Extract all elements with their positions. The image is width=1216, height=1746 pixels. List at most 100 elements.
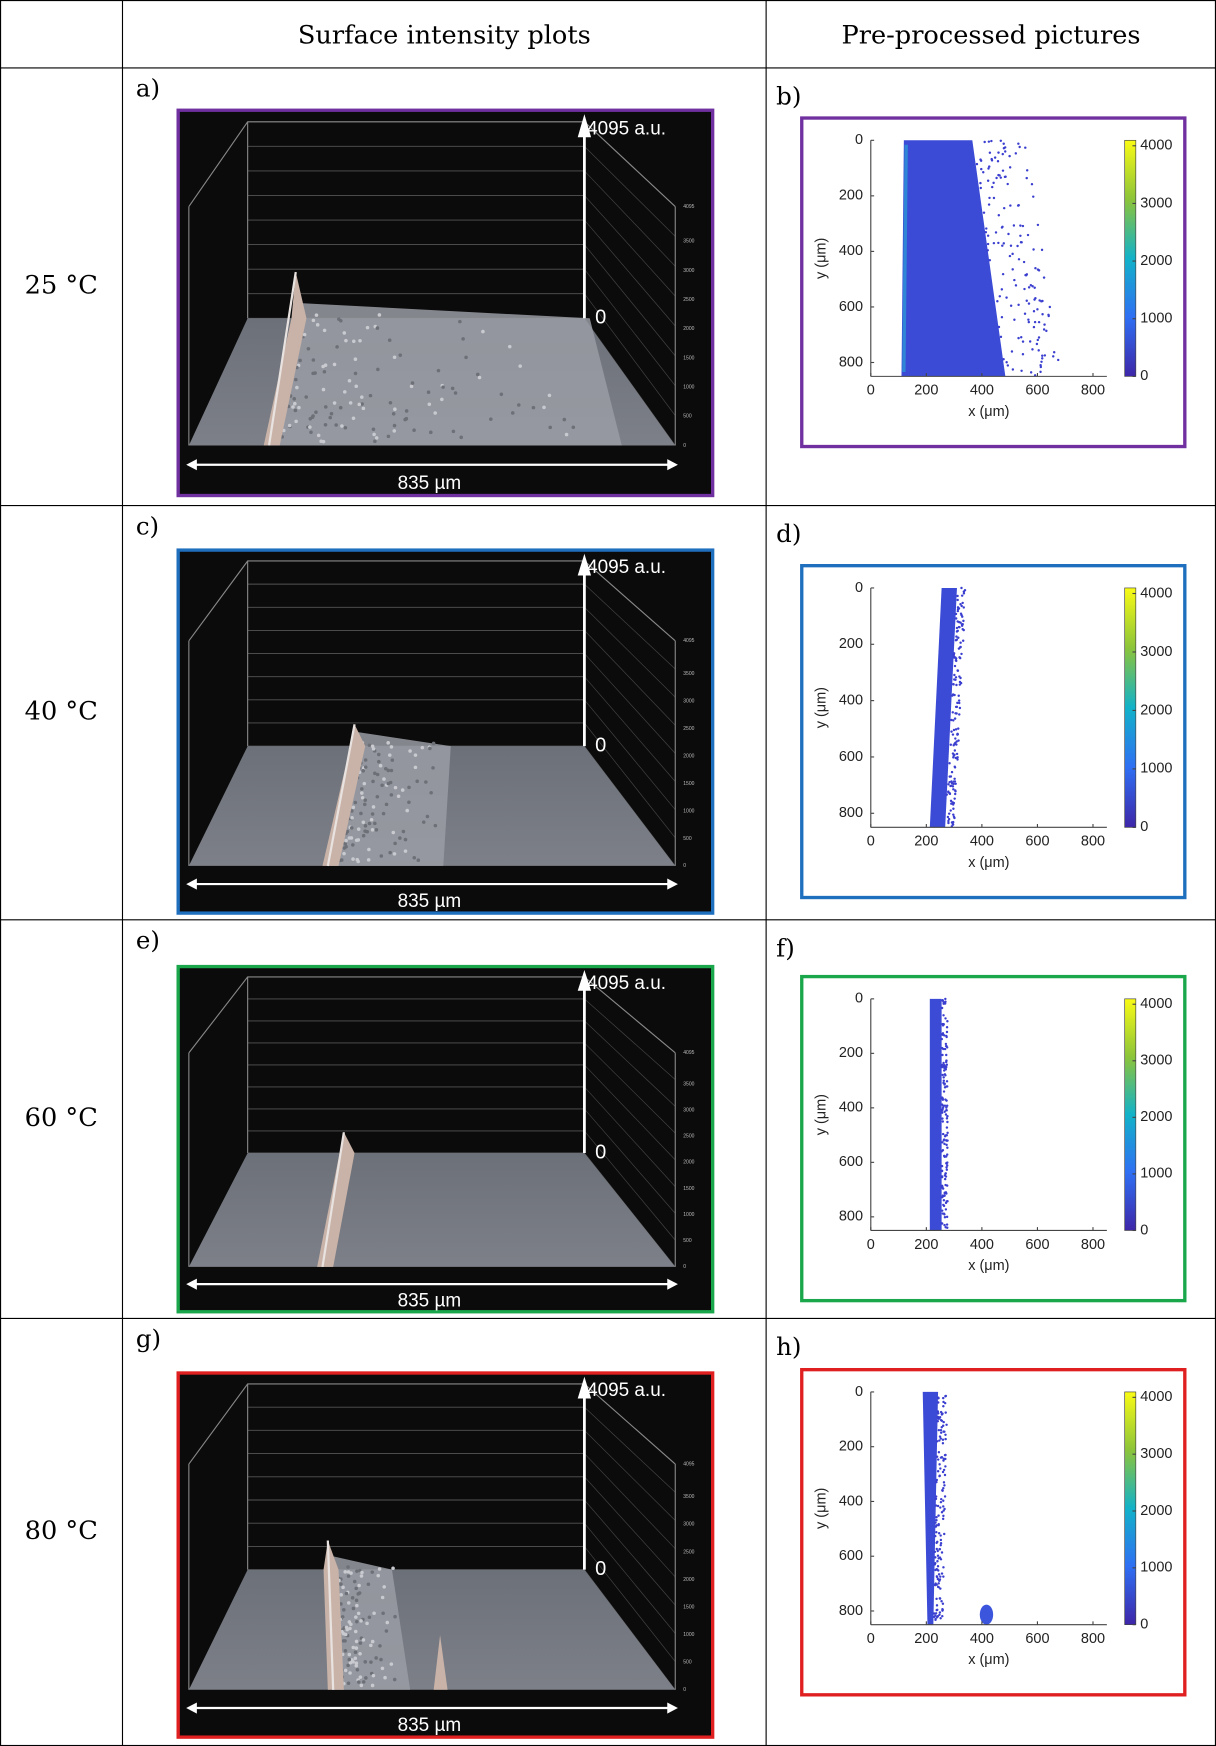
scatter-pixel — [937, 1450, 941, 1454]
y-tick-label: 200 — [839, 636, 863, 652]
surface-texture — [403, 849, 408, 853]
scatter-pixel — [942, 1487, 945, 1490]
surface-texture — [371, 779, 375, 784]
scatter-pixel — [940, 1096, 944, 1099]
surface-texture — [344, 1591, 349, 1596]
wireframe — [188, 560, 676, 642]
scatter-pixel — [1021, 353, 1025, 356]
y-tick-label: 400 — [839, 243, 863, 259]
scatter-pixel — [955, 638, 959, 641]
scatter-pixel — [942, 1457, 945, 1460]
z-tick-label: 3500 — [683, 1081, 694, 1087]
scatter-pixel — [954, 676, 958, 679]
z-tick-label: 3000 — [683, 1522, 694, 1528]
scatter-pixel — [943, 1155, 946, 1159]
scatter-pixel — [943, 1073, 947, 1076]
ridge-highlight — [267, 271, 297, 446]
scatter-pixel — [947, 783, 950, 786]
scatter-pixel — [945, 1117, 949, 1120]
surface-texture — [369, 1643, 373, 1648]
scatter-pixel — [956, 598, 959, 602]
scatter-pixel — [997, 241, 1000, 245]
surface-texture — [354, 1598, 359, 1603]
surface-texture — [415, 779, 419, 784]
scatter-pixel — [961, 623, 964, 626]
side-wall-line — [584, 195, 676, 297]
top-label: 4095 a.u. — [587, 973, 666, 994]
scatter-pixel — [935, 1541, 938, 1545]
scatter-pixel — [941, 1149, 945, 1152]
scatter-pixel — [1016, 204, 1020, 207]
surface-texture — [387, 338, 392, 342]
scatter-pixel — [940, 1412, 944, 1415]
scatter-pixel — [1003, 146, 1007, 149]
z-tick-label: 1000 — [683, 384, 694, 390]
scatter-pixel — [956, 629, 959, 633]
surface-texture — [407, 785, 411, 790]
scatter-pixel — [992, 181, 995, 185]
scatter-pixel — [982, 211, 986, 214]
scatter-pixel — [940, 1175, 944, 1178]
scatter-pixel — [1038, 299, 1041, 302]
scatter-pixel — [1037, 349, 1040, 352]
surface-texture — [287, 423, 292, 428]
scatter-pixel — [1002, 242, 1006, 245]
colorbar-tick-label: 3000 — [1140, 1053, 1172, 1069]
scatter-pixel — [1031, 285, 1034, 288]
scatter-pixel — [943, 1135, 947, 1138]
scatter-pixel — [949, 784, 952, 788]
scatter-pixel — [1005, 361, 1008, 364]
z-tick-label: 500 — [683, 836, 692, 842]
scatter-pixel — [940, 1497, 943, 1501]
panel-letter: f) — [776, 933, 795, 962]
surface-texture — [319, 439, 323, 444]
scatter-pixel — [936, 1608, 939, 1612]
scatter-pixel — [953, 693, 956, 697]
intensity-band — [901, 140, 1006, 377]
scatter-pixel — [940, 1455, 944, 1459]
surface-texture — [351, 843, 355, 847]
surface-texture — [385, 1620, 390, 1625]
scatter-pixel — [941, 1517, 945, 1521]
surface-texture — [388, 850, 392, 855]
scatter-pixel — [939, 1558, 943, 1561]
surface-texture — [357, 1591, 362, 1595]
surface-texture — [440, 397, 444, 402]
surface-texture — [375, 794, 380, 799]
zero-label: 0 — [595, 307, 606, 329]
scatter-pixel — [943, 1495, 947, 1498]
scatter-pixel — [942, 1499, 945, 1502]
scatter-pixel — [944, 1208, 948, 1211]
surface-texture — [350, 816, 354, 820]
scatter-pixel — [959, 681, 963, 685]
z-tick-label: 4095 — [683, 1461, 694, 1467]
scatter-pixel — [953, 664, 957, 668]
scatter-pixel — [980, 167, 983, 171]
side-wall-line — [584, 170, 676, 267]
y-tick-label: 600 — [839, 1154, 863, 1170]
scatter-pixel — [933, 1563, 937, 1566]
floor — [188, 1569, 676, 1690]
colorbar-tick-label: 1000 — [1140, 1166, 1172, 1182]
scatter-pixel — [947, 812, 951, 815]
surface-texture — [354, 1661, 359, 1665]
intensity-band — [929, 587, 957, 828]
scatter-pixel — [1041, 313, 1044, 316]
scatter-pixel — [1032, 195, 1035, 198]
scatter-pixel — [935, 1480, 938, 1484]
scatter-pixel — [941, 1033, 944, 1036]
scatter-pixel — [997, 151, 1000, 154]
scatter-pixel — [940, 1572, 944, 1575]
arrow-head — [577, 114, 592, 138]
surface-texture — [353, 371, 358, 376]
side-wall-line — [584, 1086, 676, 1187]
scatter-pixel — [935, 1530, 938, 1534]
colorbar-tick-label: 1000 — [1140, 311, 1172, 327]
surface-texture — [341, 1585, 345, 1590]
side-wall-line — [584, 1064, 676, 1161]
surface-texture — [347, 1652, 352, 1657]
arrow-head — [186, 878, 197, 890]
scatter-pixel — [945, 793, 949, 796]
surface-texture — [373, 821, 377, 826]
surface-texture — [386, 434, 391, 439]
